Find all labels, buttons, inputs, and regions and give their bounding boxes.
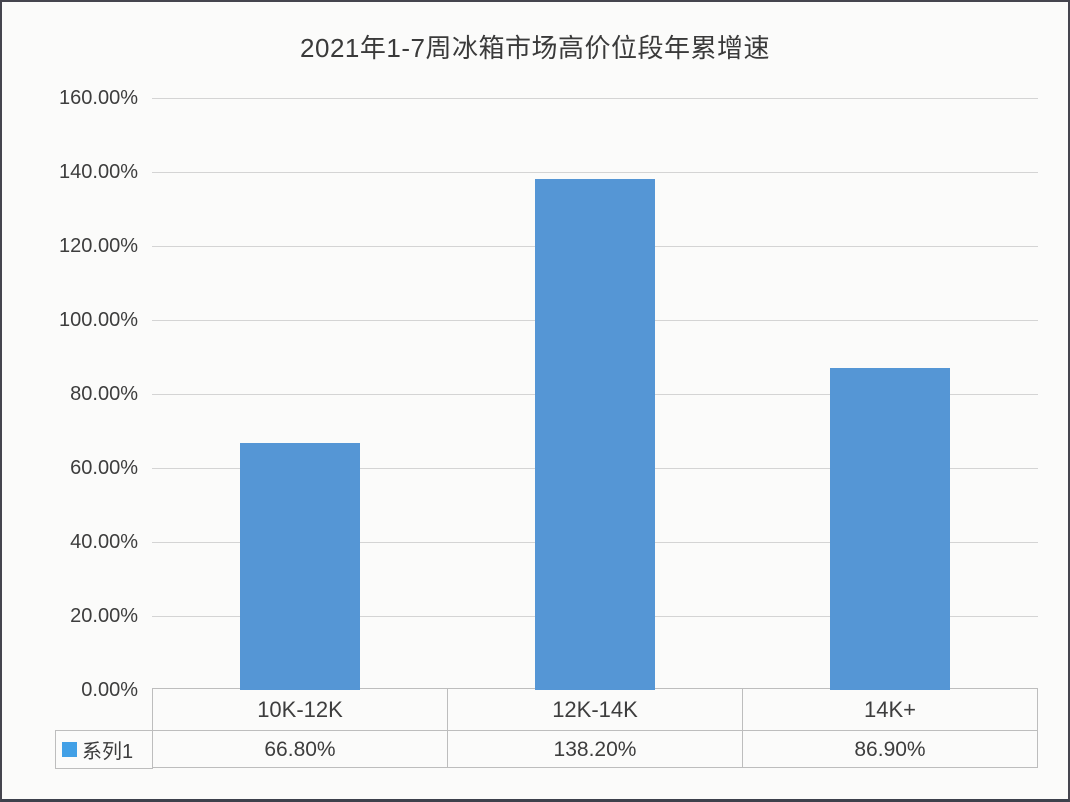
y-axis-tick-label: 80.00% — [70, 383, 138, 405]
y-axis-tick-label: 60.00% — [70, 457, 138, 479]
y-axis-tick-label: 160.00% — [59, 87, 138, 109]
y-axis-tick-label: 40.00% — [70, 531, 138, 553]
value-row: 66.80% 138.20% 86.90% — [153, 731, 1037, 768]
bar-12K-14K — [535, 179, 655, 690]
category-cell: 14K+ — [742, 689, 1037, 730]
category-cell: 12K-14K — [447, 689, 742, 730]
value-cell: 86.90% — [742, 731, 1037, 768]
series-color-swatch-icon — [62, 742, 77, 757]
y-axis-tick-label: 120.00% — [59, 235, 138, 257]
legend: 系列1 — [55, 730, 153, 769]
value-cell: 66.80% — [264, 737, 336, 761]
y-gridline — [152, 172, 1038, 173]
legend-label: 系列1 — [82, 741, 134, 763]
category-row: 10K-12K 12K-14K 14K+ — [153, 689, 1037, 731]
bar-14K+ — [830, 368, 950, 690]
y-gridline — [152, 98, 1038, 99]
chart-title: 2021年1-7周冰箱市场高价位段年累增速 — [300, 33, 770, 63]
y-axis-tick-label: 0.00% — [81, 679, 138, 701]
bar-10K-12K — [240, 443, 360, 690]
y-axis-tick-label: 100.00% — [59, 309, 138, 331]
data-table: 10K-12K 12K-14K 14K+ 66.80% 138.20% 86.9… — [152, 688, 1038, 768]
y-axis-tick-label: 20.00% — [70, 605, 138, 627]
value-cell: 138.20% — [447, 731, 742, 768]
category-cell: 10K-12K — [257, 696, 343, 722]
y-axis-tick-label: 140.00% — [59, 161, 138, 183]
